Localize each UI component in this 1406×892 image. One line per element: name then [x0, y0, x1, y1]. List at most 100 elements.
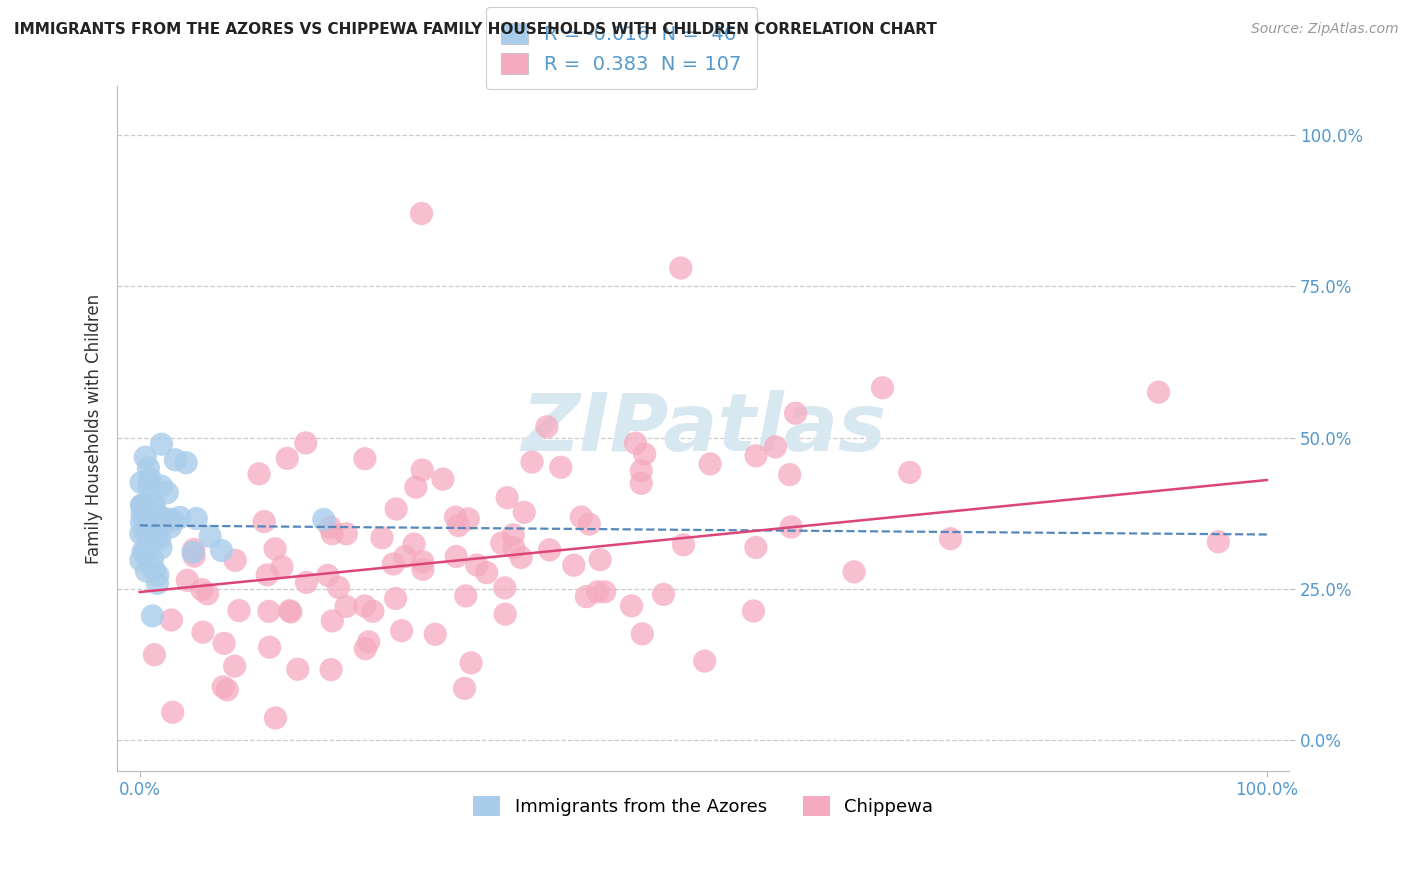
Point — [224, 659, 246, 673]
Point — [475, 566, 498, 580]
Point — [143, 563, 166, 577]
Point — [157, 512, 180, 526]
Point — [742, 604, 765, 618]
Point — [148, 509, 170, 524]
Point — [699, 457, 721, 471]
Point — [212, 680, 235, 694]
Point — [361, 604, 384, 618]
Point — [412, 562, 434, 576]
Point — [150, 541, 173, 555]
Point — [135, 564, 157, 578]
Point — [1208, 534, 1230, 549]
Point — [294, 436, 316, 450]
Point — [139, 527, 162, 541]
Point — [146, 568, 169, 582]
Point — [217, 682, 239, 697]
Point — [165, 452, 187, 467]
Point — [247, 467, 270, 481]
Point — [491, 536, 513, 550]
Point — [633, 447, 655, 461]
Point — [135, 507, 157, 521]
Point — [197, 587, 219, 601]
Point — [211, 543, 233, 558]
Point — [550, 460, 572, 475]
Point — [132, 499, 155, 513]
Point — [357, 635, 380, 649]
Point — [898, 466, 921, 480]
Point — [129, 475, 152, 490]
Point — [385, 502, 408, 516]
Point — [593, 584, 616, 599]
Point — [312, 512, 335, 526]
Point — [1147, 385, 1170, 400]
Point — [129, 553, 152, 567]
Point — [630, 464, 652, 478]
Point — [319, 663, 342, 677]
Legend: Immigrants from the Azores, Chippewa: Immigrants from the Azores, Chippewa — [465, 789, 941, 823]
Point — [412, 555, 434, 569]
Point — [538, 542, 561, 557]
Point — [132, 546, 155, 560]
Point — [142, 496, 165, 510]
Point — [259, 640, 281, 655]
Point — [183, 542, 205, 557]
Point — [134, 524, 156, 539]
Point — [589, 552, 612, 566]
Point — [391, 624, 413, 638]
Point — [134, 450, 156, 465]
Point — [131, 516, 153, 530]
Point — [149, 532, 172, 546]
Point — [872, 381, 894, 395]
Point — [136, 526, 159, 541]
Y-axis label: Family Households with Children: Family Households with Children — [86, 293, 103, 564]
Point — [150, 479, 173, 493]
Point — [939, 532, 962, 546]
Point — [328, 580, 350, 594]
Point — [150, 437, 173, 451]
Point — [447, 518, 470, 533]
Point — [446, 549, 468, 564]
Point — [142, 524, 165, 539]
Point — [510, 550, 533, 565]
Point — [183, 549, 205, 563]
Point — [264, 711, 287, 725]
Point — [382, 557, 405, 571]
Point — [162, 513, 184, 527]
Point — [228, 604, 250, 618]
Point — [384, 591, 406, 606]
Point — [276, 451, 298, 466]
Point — [156, 485, 179, 500]
Point — [780, 520, 803, 534]
Point — [460, 656, 482, 670]
Point — [586, 585, 609, 599]
Point — [494, 581, 516, 595]
Point — [212, 636, 235, 650]
Point — [354, 641, 377, 656]
Text: ZIPatlas: ZIPatlas — [520, 390, 886, 467]
Point — [287, 662, 309, 676]
Point — [578, 517, 600, 532]
Point — [624, 436, 647, 450]
Point — [169, 510, 191, 524]
Point — [444, 510, 467, 524]
Point — [454, 589, 477, 603]
Point — [354, 451, 377, 466]
Point — [321, 614, 343, 628]
Point — [371, 531, 394, 545]
Point — [143, 499, 166, 513]
Point — [405, 480, 427, 494]
Point — [139, 471, 162, 485]
Point — [257, 604, 280, 618]
Point — [159, 520, 181, 534]
Point — [141, 551, 163, 566]
Point — [146, 576, 169, 591]
Point — [502, 541, 524, 555]
Point — [280, 605, 302, 619]
Point — [411, 463, 433, 477]
Point — [191, 625, 214, 640]
Point — [335, 599, 357, 614]
Point — [321, 526, 343, 541]
Point — [131, 499, 153, 513]
Point — [176, 574, 198, 588]
Text: IMMIGRANTS FROM THE AZORES VS CHIPPEWA FAMILY HOUSEHOLDS WITH CHILDREN CORRELATI: IMMIGRANTS FROM THE AZORES VS CHIPPEWA F… — [14, 22, 936, 37]
